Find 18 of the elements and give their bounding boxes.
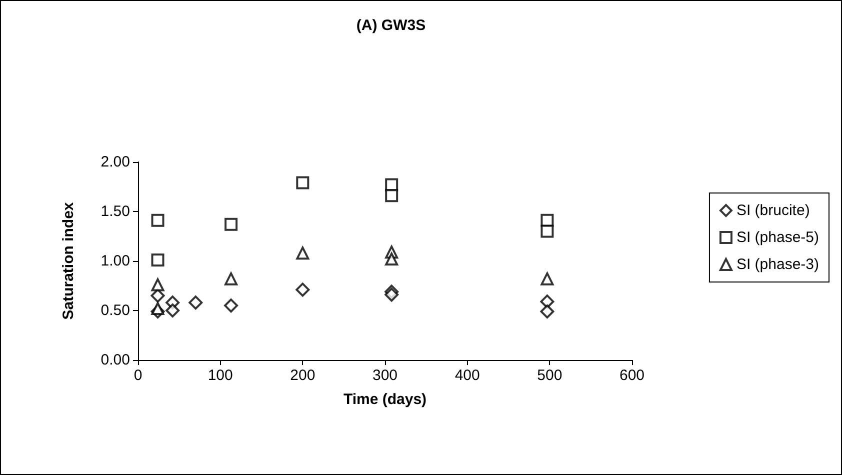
x-tick-label: 600 [619, 367, 645, 384]
legend-label: SI (phase-5) [736, 229, 820, 246]
x-tick-label: 100 [208, 367, 233, 384]
x-tick-label: 300 [372, 367, 398, 384]
y-axis-title: Saturation index [60, 202, 77, 320]
y-tick-label: 1.50 [100, 203, 130, 220]
x-tick-label: 400 [454, 367, 480, 384]
y-tick-label: 0.50 [100, 302, 130, 319]
chart-title: (A) GW3S [356, 17, 426, 34]
x-tick-label: 200 [290, 367, 316, 384]
legend-label: SI (brucite) [736, 202, 810, 219]
x-tick-label: 0 [134, 367, 142, 384]
y-tick-label: 0.00 [100, 352, 130, 368]
x-tick-label: 500 [537, 367, 562, 384]
x-axis-title: Time (days) [343, 391, 427, 408]
legend-label: SI (phase-3) [736, 256, 820, 273]
y-tick-label: 1.00 [100, 252, 130, 270]
y-tick-label: 2.00 [100, 154, 130, 170]
